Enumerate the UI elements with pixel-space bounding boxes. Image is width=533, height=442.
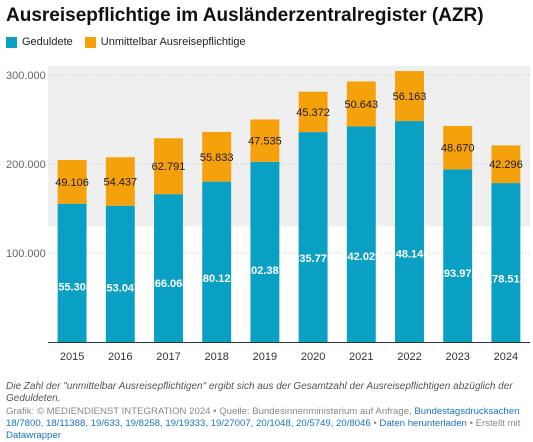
data-label-geduldete: 153.047 xyxy=(100,282,140,294)
download-data-link[interactable]: Daten herunterladen xyxy=(379,418,467,429)
bar-geduldete xyxy=(346,126,376,342)
x-tick-label: 2018 xyxy=(204,351,228,363)
bar-geduldete xyxy=(105,205,135,342)
x-tick-label: 2015 xyxy=(60,351,84,363)
legend-item-unmittelbar: Unmittelbar Ausreisepflichtige xyxy=(84,36,246,48)
legend-label-unmittelbar: Unmittelbar Ausreisepflichtige xyxy=(100,36,246,48)
x-tick-label: 2019 xyxy=(253,351,277,363)
bar-unmittelbar xyxy=(346,81,376,127)
bar-geduldete xyxy=(57,203,87,342)
data-label-unmittelbar: 55.833 xyxy=(200,152,234,164)
bar-unmittelbar xyxy=(491,145,521,184)
bar-unmittelbar xyxy=(298,91,328,133)
data-label-geduldete: 248.145 xyxy=(390,249,430,261)
bar-geduldete xyxy=(154,194,183,342)
bar-geduldete xyxy=(443,169,473,342)
data-label-geduldete: 180.124 xyxy=(197,273,238,285)
legend-swatch-unmittelbar xyxy=(84,36,96,48)
bar-unmittelbar xyxy=(395,71,424,122)
bar-geduldete xyxy=(202,181,232,342)
footer-created-with: • Erstellt mit xyxy=(466,418,521,429)
bar-unmittelbar xyxy=(105,157,135,206)
footer-credit: Grafik: © MEDIENDIENST INTEGRATION 2024 … xyxy=(6,406,415,417)
data-label-unmittelbar: 62.791 xyxy=(152,161,186,173)
data-label-geduldete: 202.387 xyxy=(245,265,285,277)
stacked-bar-chart: 100.000 200.000 300.000 155.308 49.106 2015 15… xyxy=(6,66,530,363)
chart-footer: Grafik: © MEDIENDIENST INTEGRATION 2024 … xyxy=(6,406,530,442)
bar-geduldete xyxy=(298,132,328,342)
data-label-unmittelbar: 56.163 xyxy=(393,91,427,103)
legend-label-geduldete: Geduldete xyxy=(22,36,73,48)
bar-geduldete xyxy=(395,121,424,342)
y-tick-label: 200.000 xyxy=(6,159,46,171)
bar-geduldete xyxy=(250,161,280,342)
data-label-unmittelbar: 47.535 xyxy=(248,136,282,148)
y-tick-label: 300.000 xyxy=(6,70,46,82)
data-label-geduldete: 235.771 xyxy=(293,253,333,265)
sources-link[interactable]: Bundestagsdrucksachen 18/7800, 18/11388,… xyxy=(6,406,520,429)
bar-unmittelbar xyxy=(154,138,183,195)
bar-unmittelbar xyxy=(57,160,87,204)
data-label-unmittelbar: 45.372 xyxy=(296,107,330,119)
bar-unmittelbar xyxy=(202,131,232,182)
data-label-geduldete: 178.512 xyxy=(486,273,526,285)
legend-item-geduldete: Geduldete xyxy=(6,36,73,48)
data-label-geduldete: 193.972 xyxy=(438,268,478,280)
x-tick-label: 2020 xyxy=(301,351,325,363)
data-label-geduldete: 155.308 xyxy=(52,282,92,294)
x-tick-label: 2022 xyxy=(397,351,421,363)
datawrapper-link[interactable]: Datawrapper xyxy=(6,430,61,441)
x-tick-label: 2023 xyxy=(445,351,469,363)
data-label-unmittelbar: 50.643 xyxy=(344,99,378,111)
x-tick-label: 2024 xyxy=(494,351,518,363)
legend-swatch-geduldete xyxy=(6,36,17,48)
bar-unmittelbar xyxy=(250,119,280,162)
x-tick-label: 2021 xyxy=(349,351,373,363)
x-tick-label: 2016 xyxy=(108,351,132,363)
bar-geduldete xyxy=(491,183,521,342)
data-label-geduldete: 242.029 xyxy=(341,251,381,263)
chart-title: Ausreisepflichtige im Ausländerzentralre… xyxy=(6,5,484,26)
y-tick-label: 100.000 xyxy=(6,248,46,260)
data-label-unmittelbar: 49.106 xyxy=(55,177,89,189)
data-label-unmittelbar: 42.296 xyxy=(489,159,523,171)
data-label-geduldete: 166.068 xyxy=(149,278,189,290)
data-label-unmittelbar: 54.437 xyxy=(103,177,137,189)
bar-unmittelbar xyxy=(443,125,473,170)
footer-separator: • xyxy=(370,418,380,429)
legend: Geduldete Unmittelbar Ausreisepflichtige xyxy=(6,36,258,48)
x-tick-label: 2017 xyxy=(156,351,180,363)
data-label-unmittelbar: 48.670 xyxy=(441,143,475,155)
chart-note: Die Zahl der "unmittelbar Ausreisepflich… xyxy=(6,381,513,404)
